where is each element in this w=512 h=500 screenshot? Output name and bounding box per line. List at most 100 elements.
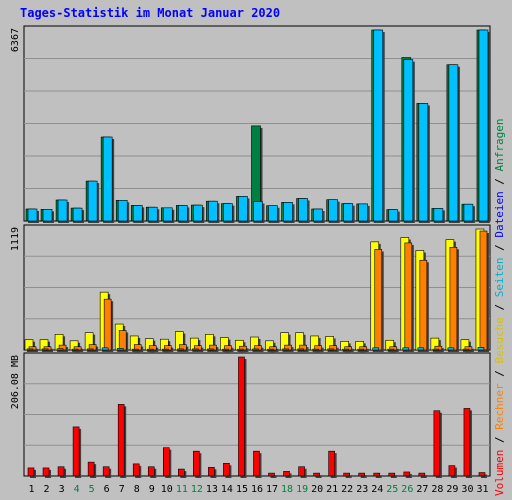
x-label-day-20: 20 bbox=[311, 484, 323, 495]
bar-seiten-day-19 bbox=[297, 348, 304, 351]
bar-seiten-day-31-shadow bbox=[479, 349, 486, 352]
bar-volumen-day-28 bbox=[433, 410, 441, 477]
bar-dateien-day-7 bbox=[117, 200, 128, 222]
bar-seiten-day-8 bbox=[131, 348, 139, 351]
bar-volumen-day-22 bbox=[343, 472, 350, 477]
bar-dateien-day-28 bbox=[433, 208, 444, 222]
bar-volumen-day-8 bbox=[132, 463, 140, 477]
y-max-label: 6367 bbox=[10, 28, 21, 52]
bar-dateien-day-8 bbox=[132, 205, 143, 222]
bar-seiten-day-22 bbox=[342, 348, 349, 351]
bar-dateien-day-26 bbox=[403, 59, 414, 222]
bar-volumen-day-1 bbox=[27, 467, 35, 477]
bar-seiten-day-9 bbox=[146, 348, 154, 351]
bar-volumen-day-2 bbox=[42, 467, 50, 477]
x-label-day-12: 12 bbox=[191, 484, 203, 495]
x-label-day-19: 19 bbox=[296, 484, 308, 495]
bar-dateien-day-5 bbox=[87, 180, 98, 222]
legend-item-6: Seiten bbox=[493, 258, 506, 298]
bar-seiten-day-16-shadow bbox=[254, 350, 261, 352]
x-label-day-25: 25 bbox=[386, 484, 398, 495]
bar-seiten-day-14 bbox=[222, 348, 229, 351]
bar-seiten-day-4 bbox=[71, 348, 79, 351]
bar-volumen-day-27 bbox=[418, 472, 426, 477]
bar-volumen-day-3 bbox=[57, 466, 65, 477]
x-label-day-24: 24 bbox=[371, 484, 383, 495]
bar-seiten-day-29-shadow bbox=[449, 349, 456, 352]
x-label-day-21: 21 bbox=[326, 484, 338, 495]
bar-seiten-day-21 bbox=[327, 348, 334, 351]
bar-dateien-day-31 bbox=[478, 29, 489, 222]
bar-volumen-day-7 bbox=[117, 404, 125, 477]
bar-volumen-day-9 bbox=[147, 466, 155, 477]
bar-rechner-day-30-shadow bbox=[466, 348, 474, 352]
bar-seiten-day-4-shadow bbox=[74, 351, 81, 353]
bar-dateien-day-4 bbox=[72, 207, 83, 222]
bar-seiten-day-20-shadow bbox=[314, 351, 321, 353]
bar-rechner-day-23-shadow bbox=[361, 348, 369, 352]
bar-volumen-day-20 bbox=[313, 472, 320, 477]
bar-volumen-day-25 bbox=[388, 472, 396, 477]
x-label-day-6: 6 bbox=[104, 484, 110, 495]
bar-rechner-day-22-shadow bbox=[346, 348, 354, 352]
bar-volumen-day-4 bbox=[72, 426, 80, 477]
panel-volume: 206.08 MB bbox=[10, 352, 491, 478]
bar-dateien-day-15 bbox=[238, 196, 248, 222]
x-label-day-27: 27 bbox=[416, 484, 428, 495]
legend-item-10: Anfragen bbox=[493, 118, 506, 171]
bar-volumen-day-17-shadow bbox=[270, 475, 277, 478]
bar-seiten-day-17 bbox=[267, 348, 274, 351]
legend-item-9: / bbox=[493, 171, 506, 191]
bar-volumen-day-24-shadow bbox=[375, 475, 382, 478]
bar-dateien-day-29 bbox=[448, 64, 459, 222]
bar-dateien-day-10 bbox=[162, 207, 173, 222]
bar-seiten-day-11 bbox=[177, 348, 184, 351]
legend-item-4: Besuche bbox=[493, 317, 506, 363]
x-label-day-1: 1 bbox=[29, 484, 35, 495]
bar-seiten-day-10-shadow bbox=[164, 351, 171, 353]
bar-dateien-day-16 bbox=[253, 201, 263, 222]
bar-seiten-day-23-shadow bbox=[359, 351, 366, 353]
bar-seiten-day-19-shadow bbox=[299, 350, 306, 352]
bar-volumen-day-10 bbox=[162, 447, 170, 477]
bar-rechner-day-29 bbox=[449, 246, 458, 351]
bar-seiten-day-29 bbox=[447, 347, 455, 351]
x-label-day-22: 22 bbox=[341, 484, 353, 495]
bar-seiten-day-14-shadow bbox=[224, 351, 231, 353]
bar-rechner-day-27 bbox=[419, 259, 428, 351]
bar-seiten-day-23 bbox=[357, 348, 365, 351]
bar-dateien-day-13 bbox=[208, 200, 218, 222]
bar-seiten-day-6 bbox=[101, 347, 109, 351]
bar-seiten-day-26 bbox=[402, 347, 410, 351]
bar-volumen-day-14 bbox=[223, 462, 230, 477]
bar-volumen-day-30 bbox=[463, 408, 471, 477]
bar-seiten-day-12-shadow bbox=[194, 350, 201, 352]
bar-seiten-day-20 bbox=[312, 348, 319, 351]
bar-volumen-day-12 bbox=[193, 450, 200, 477]
legend-item-2: Rechner bbox=[493, 383, 506, 430]
bar-seiten-day-16 bbox=[252, 348, 259, 351]
bar-volumen-day-16 bbox=[253, 450, 260, 477]
bar-volumen-day-11 bbox=[178, 468, 185, 477]
bar-volumen-day-15 bbox=[238, 356, 245, 477]
bar-seiten-day-27-shadow bbox=[419, 349, 426, 352]
bar-dateien-day-25 bbox=[388, 209, 399, 222]
bar-seiten-day-15-shadow bbox=[239, 351, 246, 353]
bar-seiten-day-30-shadow bbox=[464, 351, 471, 353]
bar-volumen-day-23 bbox=[358, 472, 366, 477]
bar-seiten-day-15 bbox=[237, 348, 244, 351]
bar-seiten-day-24-shadow bbox=[374, 349, 381, 352]
bar-seiten-day-24 bbox=[372, 347, 380, 351]
x-label-day-29: 29 bbox=[446, 484, 458, 495]
legend-item-1: / bbox=[493, 430, 506, 450]
bar-seiten-day-11-shadow bbox=[179, 350, 186, 352]
bar-dateien-day-18 bbox=[283, 202, 293, 222]
x-label-day-7: 7 bbox=[119, 484, 125, 495]
bar-volumen-day-5 bbox=[87, 461, 95, 477]
bar-volumen-day-17 bbox=[268, 472, 275, 477]
legend-item-5: / bbox=[493, 297, 506, 317]
bar-rechner-day-1-shadow bbox=[31, 348, 38, 352]
bar-dateien-day-24 bbox=[373, 29, 384, 222]
bar-dateien-day-11 bbox=[178, 205, 188, 222]
